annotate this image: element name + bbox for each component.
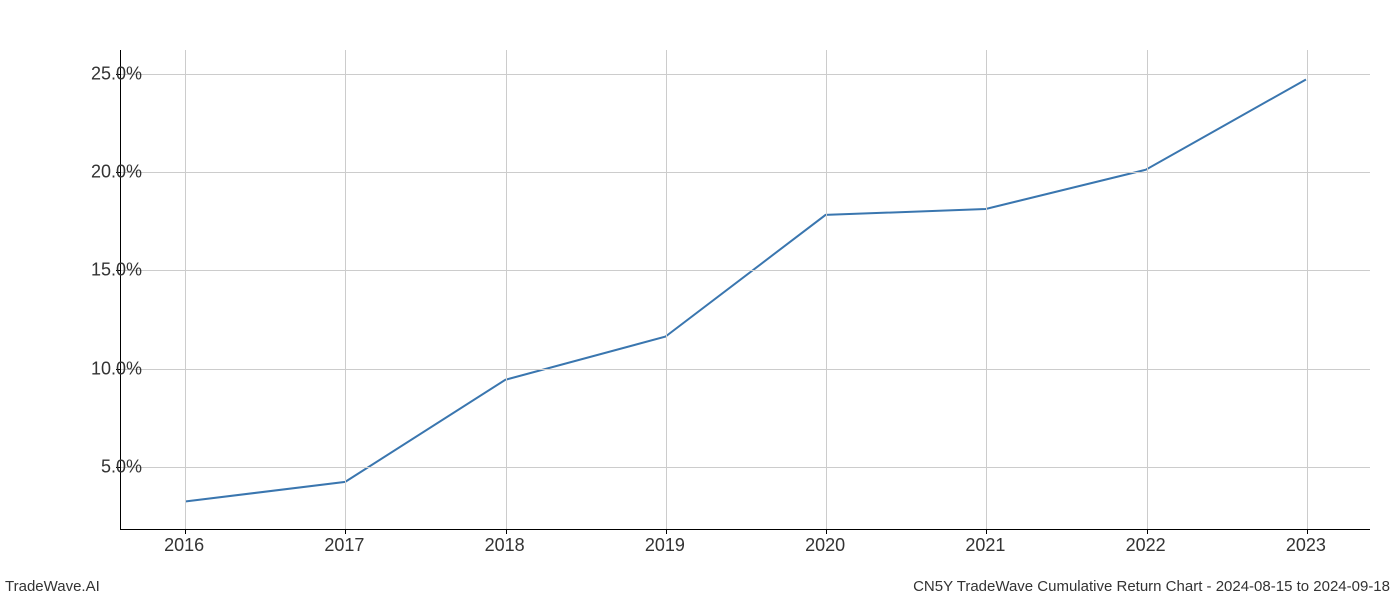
grid-line-horizontal [121,467,1370,468]
x-tick-label: 2017 [324,535,364,556]
x-tick-mark [185,529,186,534]
x-tick-mark [1307,529,1308,534]
x-tick-mark [826,529,827,534]
grid-line-vertical [826,50,827,529]
grid-line-horizontal [121,369,1370,370]
footer-right-text: CN5Y TradeWave Cumulative Return Chart -… [913,578,1390,595]
x-tick-label: 2022 [1126,535,1166,556]
x-tick-label: 2018 [485,535,525,556]
grid-line-horizontal [121,74,1370,75]
data-line [185,79,1306,501]
x-tick-mark [1147,529,1148,534]
plot-area [120,50,1370,530]
y-tick-label: 15.0% [72,260,142,281]
x-tick-label: 2021 [965,535,1005,556]
grid-line-horizontal [121,270,1370,271]
x-tick-label: 2016 [164,535,204,556]
grid-line-vertical [506,50,507,529]
x-tick-label: 2020 [805,535,845,556]
x-tick-label: 2023 [1286,535,1326,556]
x-tick-mark [666,529,667,534]
line-chart-svg [121,50,1370,529]
y-tick-label: 25.0% [72,63,142,84]
x-tick-mark [345,529,346,534]
x-tick-mark [506,529,507,534]
grid-line-vertical [345,50,346,529]
grid-line-vertical [986,50,987,529]
grid-line-vertical [185,50,186,529]
grid-line-horizontal [121,172,1370,173]
x-tick-label: 2019 [645,535,685,556]
y-tick-label: 20.0% [72,161,142,182]
x-tick-mark [986,529,987,534]
grid-line-vertical [1307,50,1308,529]
footer-left-text: TradeWave.AI [5,578,100,595]
grid-line-vertical [1147,50,1148,529]
y-tick-label: 10.0% [72,358,142,379]
y-tick-label: 5.0% [72,457,142,478]
grid-line-vertical [666,50,667,529]
chart-container [120,50,1370,530]
